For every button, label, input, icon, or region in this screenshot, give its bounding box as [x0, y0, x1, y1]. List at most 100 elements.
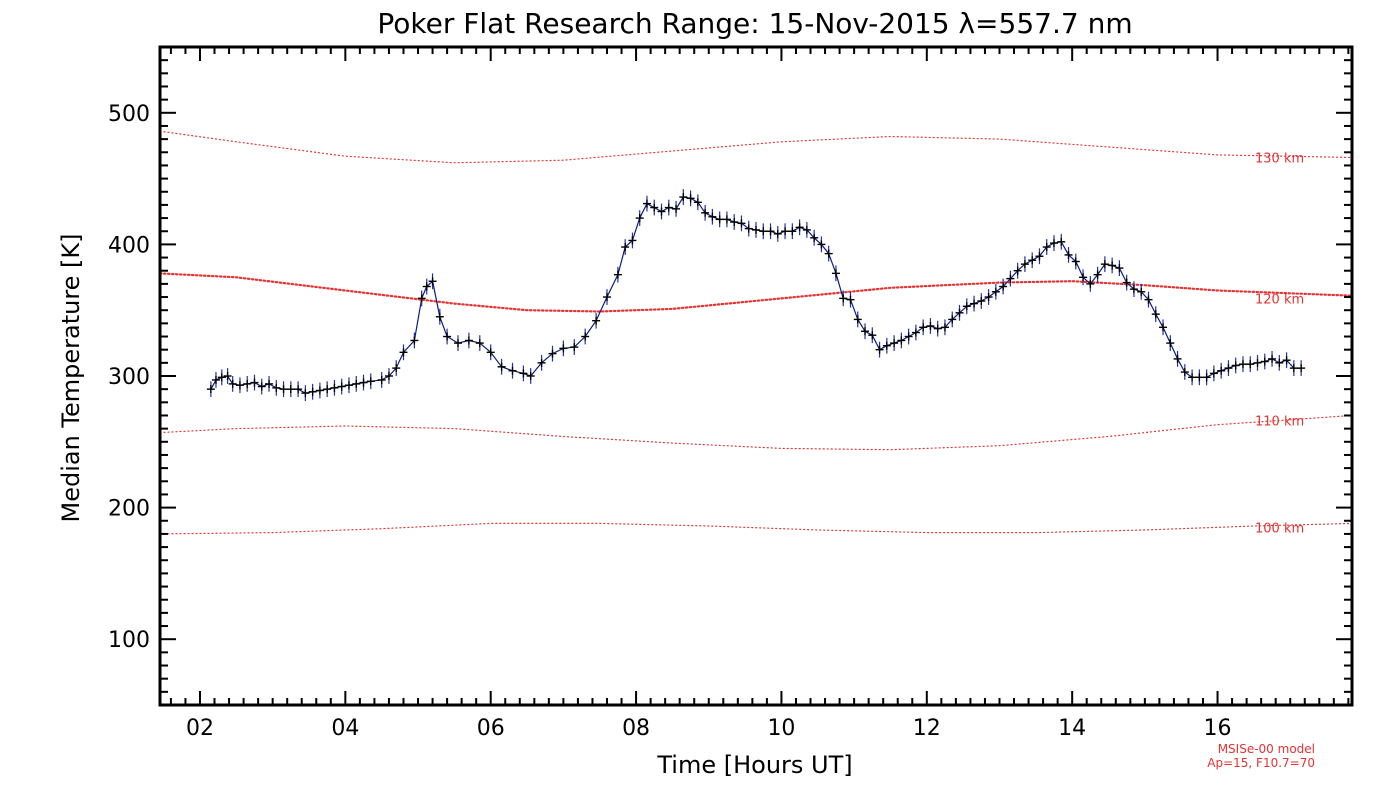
model-curve-110-km [159, 414, 1353, 451]
data-point [715, 215, 724, 224]
data-point [1253, 358, 1262, 367]
data-point [352, 379, 361, 388]
data-point [1217, 366, 1226, 375]
x-tick-label: 08 [622, 716, 650, 741]
data-point [228, 379, 237, 388]
data-point [846, 295, 855, 304]
data-point [781, 227, 790, 236]
data-point [1064, 250, 1073, 259]
data-point [868, 331, 877, 340]
data-point [1042, 243, 1051, 252]
data-point [977, 296, 986, 305]
data-point [1144, 295, 1153, 304]
x-tick-label: 16 [1204, 716, 1232, 741]
data-point [344, 381, 353, 390]
data-point [657, 207, 666, 216]
data-point [999, 282, 1008, 291]
data-point [766, 227, 775, 236]
data-point [970, 299, 979, 308]
data-point [621, 243, 630, 252]
data-point [940, 323, 949, 332]
data-point [392, 364, 401, 373]
y-tick-label: 200 [108, 497, 150, 522]
data-point [730, 218, 739, 227]
data-point [759, 227, 768, 236]
data-point [323, 385, 332, 394]
data-point [279, 385, 288, 394]
data-point [984, 293, 993, 302]
data-point [1209, 369, 1218, 378]
data-point [1202, 373, 1211, 382]
data-point [235, 381, 244, 390]
data-point [399, 348, 408, 357]
data-point [497, 362, 506, 371]
data-point [679, 193, 688, 202]
data-point [795, 223, 804, 232]
data-point [265, 379, 274, 388]
model-curves [158, 130, 1354, 535]
data-point [1115, 264, 1124, 273]
chart-title: Poker Flat Research Range: 15-Nov-2015 λ… [377, 7, 1132, 40]
model-label-110-km: 110 km [1255, 415, 1304, 430]
y-tick-label: 500 [108, 102, 150, 127]
data-point [1188, 373, 1197, 382]
data-point [613, 270, 622, 279]
data-point [337, 382, 346, 391]
data-point [435, 312, 444, 321]
data-point [897, 336, 906, 345]
data-point [1166, 339, 1175, 348]
data-point [1246, 360, 1255, 369]
data-point [839, 294, 848, 303]
data-point [1268, 354, 1277, 363]
data-point [788, 227, 797, 236]
data-point [744, 224, 753, 233]
data-point [1224, 364, 1233, 373]
data-point [1108, 261, 1117, 270]
data-point [359, 378, 368, 387]
data-point [592, 316, 601, 325]
data-point [526, 372, 535, 380]
model-curve-130-km [159, 130, 1353, 164]
y-tick-label: 400 [108, 233, 150, 258]
data-point [1013, 266, 1022, 275]
data-point [1093, 270, 1102, 279]
data-point [410, 336, 419, 345]
data-point [1173, 354, 1182, 363]
x-tick-label: 10 [767, 716, 795, 741]
data-point [701, 208, 710, 217]
data-point [1180, 368, 1189, 377]
data-point [882, 341, 891, 350]
data-point [250, 378, 259, 387]
data-point [301, 389, 310, 398]
data-point [824, 249, 833, 258]
data-point [933, 324, 942, 333]
plot-frame [158, 45, 1354, 707]
data-point [377, 375, 386, 384]
data-point [464, 336, 473, 345]
data-point [217, 373, 226, 382]
data-point [991, 287, 1000, 296]
data-point [519, 369, 528, 378]
data-point [294, 385, 303, 394]
data-point [384, 372, 393, 380]
data-point [1020, 260, 1029, 269]
data-point [686, 194, 695, 203]
data-point [581, 332, 590, 341]
data-point [454, 339, 462, 348]
data-point [962, 302, 971, 311]
data-point [955, 308, 964, 317]
model-curve-120-km [158, 272, 1354, 313]
data-point [752, 225, 760, 234]
data-point [286, 385, 295, 394]
data-point [366, 377, 375, 386]
data-point [1260, 357, 1269, 366]
data-point [1238, 360, 1247, 369]
data-point [890, 339, 899, 348]
data-point [919, 323, 928, 332]
data-point [904, 332, 913, 341]
data-point [1151, 310, 1160, 319]
data-point [628, 236, 637, 245]
data-point [693, 198, 702, 207]
data-point [802, 225, 811, 234]
